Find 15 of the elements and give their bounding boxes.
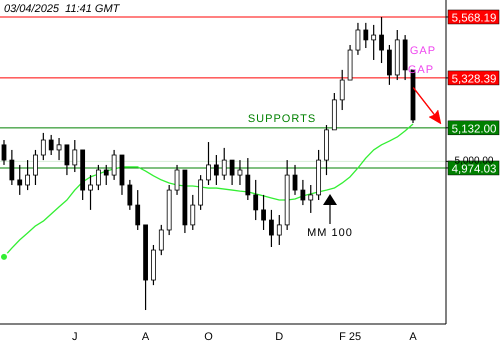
y-tick-label: 4,974.03 — [452, 163, 496, 176]
x-tick-label: F 25 — [339, 330, 362, 343]
y-tick-label: 5,132.00 — [452, 123, 496, 136]
annotation: SUPPORTS — [248, 113, 316, 125]
annotation: 03/04/2025 11:41 GMT — [4, 3, 121, 15]
x-tick-label: A — [409, 330, 418, 343]
x-tick-label: D — [275, 330, 284, 343]
annotation: MM 100 — [307, 227, 353, 239]
y-tick-label: 5,328.39 — [452, 73, 496, 86]
annotation: GAP — [408, 64, 434, 76]
annotation: GAP — [410, 45, 436, 57]
x-tick-label: A — [142, 330, 150, 343]
x-tick-label: O — [204, 330, 214, 343]
x-tick-label: J — [72, 330, 78, 343]
y-tick-label: 5,568.19 — [452, 12, 496, 24]
